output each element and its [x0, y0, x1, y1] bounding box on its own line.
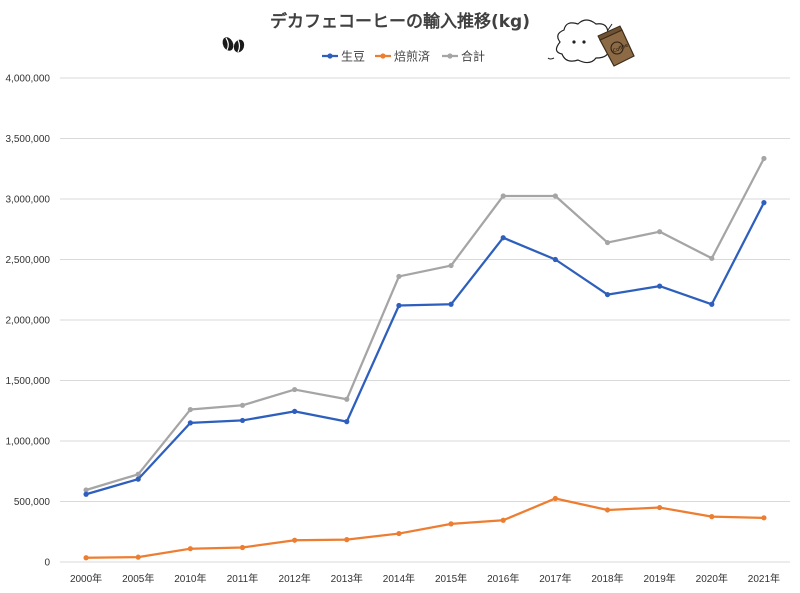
data-point	[604, 507, 611, 513]
series-line	[85, 157, 765, 492]
data-point	[239, 544, 246, 551]
x-tick-label: 2010年	[174, 572, 206, 585]
series-line	[86, 497, 764, 559]
y-tick-label: 1,500,000	[6, 376, 51, 387]
data-point	[761, 155, 767, 162]
data-point	[448, 262, 454, 269]
data-point	[657, 283, 663, 289]
legend-label: 生豆	[341, 50, 365, 64]
legend: 生豆 焙煎済 合計	[322, 49, 485, 64]
data-point	[396, 530, 402, 537]
data-point	[83, 555, 89, 561]
data-point	[761, 200, 767, 206]
legend-label: 焙煎済	[394, 49, 430, 64]
data-point	[709, 255, 715, 261]
data-point	[396, 302, 402, 309]
y-tick-label: 4,000,000	[6, 74, 51, 85]
x-tick-label: 2014年	[383, 572, 415, 585]
series-1	[83, 495, 767, 561]
data-point	[239, 417, 246, 424]
x-tick-label: 2019年	[644, 572, 676, 585]
x-axis: 2000年 2005年 2010年 2011年 2012年 2013年 2014年 2015年…	[70, 572, 780, 585]
series-lines	[83, 155, 767, 561]
data-point	[135, 554, 141, 560]
y-tick-label: 0	[44, 558, 50, 569]
series-0	[83, 200, 767, 497]
y-axis: 0 500,000 1,000,000 1,500,000 2,000,000 2,500…	[6, 74, 51, 569]
data-point	[604, 291, 611, 298]
data-point	[709, 514, 715, 520]
x-tick-label: 2015年	[435, 572, 467, 585]
data-point	[187, 546, 193, 552]
data-point	[239, 402, 246, 408]
chart-title: デカフェコーヒーの輸入推移(kg)	[270, 11, 530, 32]
data-point	[552, 193, 558, 199]
data-point	[292, 537, 298, 543]
legend-marker	[327, 53, 333, 59]
legend-marker	[380, 53, 386, 59]
data-point	[292, 386, 298, 393]
data-point	[396, 273, 402, 280]
legend-item: 生豆	[322, 50, 365, 64]
series-2	[83, 155, 767, 493]
x-tick-label: 2017年	[539, 572, 571, 585]
y-tick-label: 500,000	[14, 497, 51, 508]
coffee-bag-icon: Coffee	[547, 19, 635, 67]
x-tick-label: 2000年	[70, 572, 102, 585]
data-point	[448, 521, 454, 527]
x-tick-label: 2011年	[227, 572, 259, 585]
x-tick-label: 2021年	[748, 572, 780, 585]
data-point	[500, 517, 506, 523]
coffee-bean-icon	[222, 37, 245, 53]
x-tick-label: 2018年	[591, 572, 623, 585]
data-point	[344, 537, 350, 543]
data-point	[344, 396, 350, 402]
x-tick-label: 2016年	[487, 572, 519, 585]
series-line	[85, 202, 765, 496]
data-point	[135, 476, 141, 482]
legend-label: 合計	[461, 49, 485, 64]
y-tick-label: 3,000,000	[6, 195, 51, 206]
legend-item: 合計	[442, 49, 485, 64]
y-tick-label: 2,500,000	[6, 255, 51, 266]
data-point	[83, 491, 89, 497]
x-tick-label: 2013年	[331, 572, 363, 585]
data-point	[135, 471, 141, 477]
data-point	[604, 239, 611, 246]
data-point	[500, 235, 506, 241]
data-point	[709, 301, 715, 307]
data-point	[657, 229, 663, 235]
data-point	[552, 495, 558, 502]
data-point	[552, 256, 558, 263]
data-point	[500, 193, 506, 199]
data-point	[292, 408, 298, 414]
data-point	[761, 515, 767, 521]
data-point	[657, 504, 663, 511]
data-point	[448, 301, 454, 307]
y-tick-label: 2,000,000	[6, 316, 51, 327]
legend-marker	[447, 53, 453, 59]
gridlines	[60, 77, 790, 563]
x-tick-label: 2005年	[122, 572, 154, 585]
data-point	[83, 487, 89, 493]
data-point	[187, 406, 193, 413]
y-tick-label: 1,000,000	[6, 437, 51, 448]
x-tick-label: 2012年	[279, 572, 311, 585]
x-tick-label: 2020年	[696, 572, 728, 585]
data-point	[344, 419, 350, 425]
legend-item: 焙煎済	[375, 49, 430, 64]
y-tick-label: 3,500,000	[6, 134, 51, 145]
data-point	[187, 420, 193, 426]
